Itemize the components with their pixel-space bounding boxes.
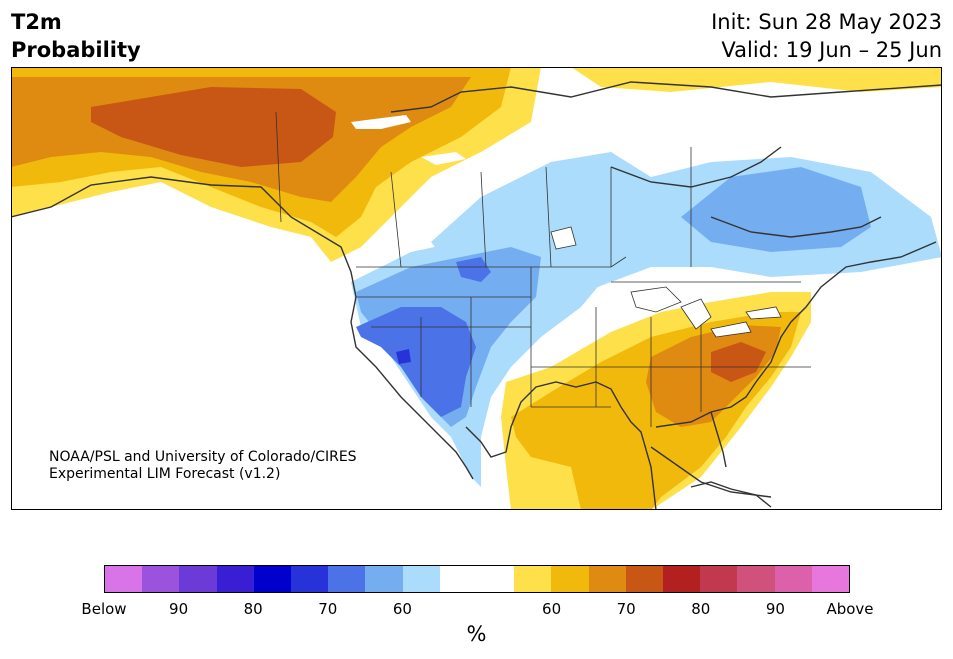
colorbar-segment [291,566,329,592]
colorbar-segment [700,566,738,592]
below-70-region-rockies [456,257,491,282]
colorbar-tick-label: 80 [243,600,263,618]
colorbar-segment [588,566,626,592]
data-credit: NOAA/PSL and University of Colorado/CIRE… [49,449,357,483]
colorbar-tick-label: 60 [542,600,562,618]
coastlines [11,81,942,510]
colorbar-segment [179,566,217,592]
colorbar-segment [105,566,143,592]
colorbar-segment [737,566,775,592]
colorbar-segment [477,566,515,592]
colorbar-tick-label: 60 [392,600,412,618]
above-50-region-arctic [571,67,942,92]
colorbar-tick-label: 90 [765,600,785,618]
credit-line-1: NOAA/PSL and University of Colorado/CIRE… [49,449,357,465]
colorbar-segment [365,566,403,592]
colorbar-segment [625,566,664,592]
colorbar-segment [439,566,478,592]
credit-line-2: Experimental LIM Forecast (v1.2) [49,466,281,482]
below-80-region-nevada [396,349,411,364]
colorbar-segment [402,566,440,592]
colorbar-segment [811,566,850,592]
colorbar-tick-label: 70 [616,600,636,618]
map-title: T2m Probability [11,8,141,64]
init-date: Init: Sun 28 May 2023 [711,10,942,34]
colorbar-tick-label: Above [826,600,874,618]
colorbar-tick-labels: Below 90 80 70 60 60 70 80 90 Above [0,600,953,620]
below-60-region-hudson [681,167,871,252]
colorbar-segment [514,566,552,592]
great-lakes [550,226,782,338]
great-slave-lake [421,152,466,165]
probability-map [11,67,942,510]
colorbar-unit-label: % [466,622,487,646]
valid-range: Valid: 19 Jun – 25 Jun [721,38,942,62]
lake-athabasca [351,115,411,129]
colorbar-segment [142,566,180,592]
below-70-region-southwest [356,307,476,417]
colorbar-segment [253,566,292,592]
colorbar-tick-label: 80 [691,600,711,618]
colorbar-segment [216,566,254,592]
colorbar-segment [663,566,701,592]
map-frame [11,67,942,510]
title-product: Probability [11,38,141,62]
colorbar-tick-label: Below [81,600,127,618]
colorbar [104,565,850,593]
colorbar-tick-label: 90 [169,600,189,618]
forecast-dates: Init: Sun 28 May 2023 Valid: 19 Jun – 25… [711,8,942,64]
political-borders [275,111,811,427]
colorbar-tick-label: 70 [318,600,338,618]
colorbar-segment [774,566,812,592]
colorbar-segment [328,566,366,592]
above-80-region-northwest [91,87,336,167]
above-80-region-southeast [711,342,766,382]
title-variable: T2m [11,10,62,34]
colorbar-segment [551,566,589,592]
